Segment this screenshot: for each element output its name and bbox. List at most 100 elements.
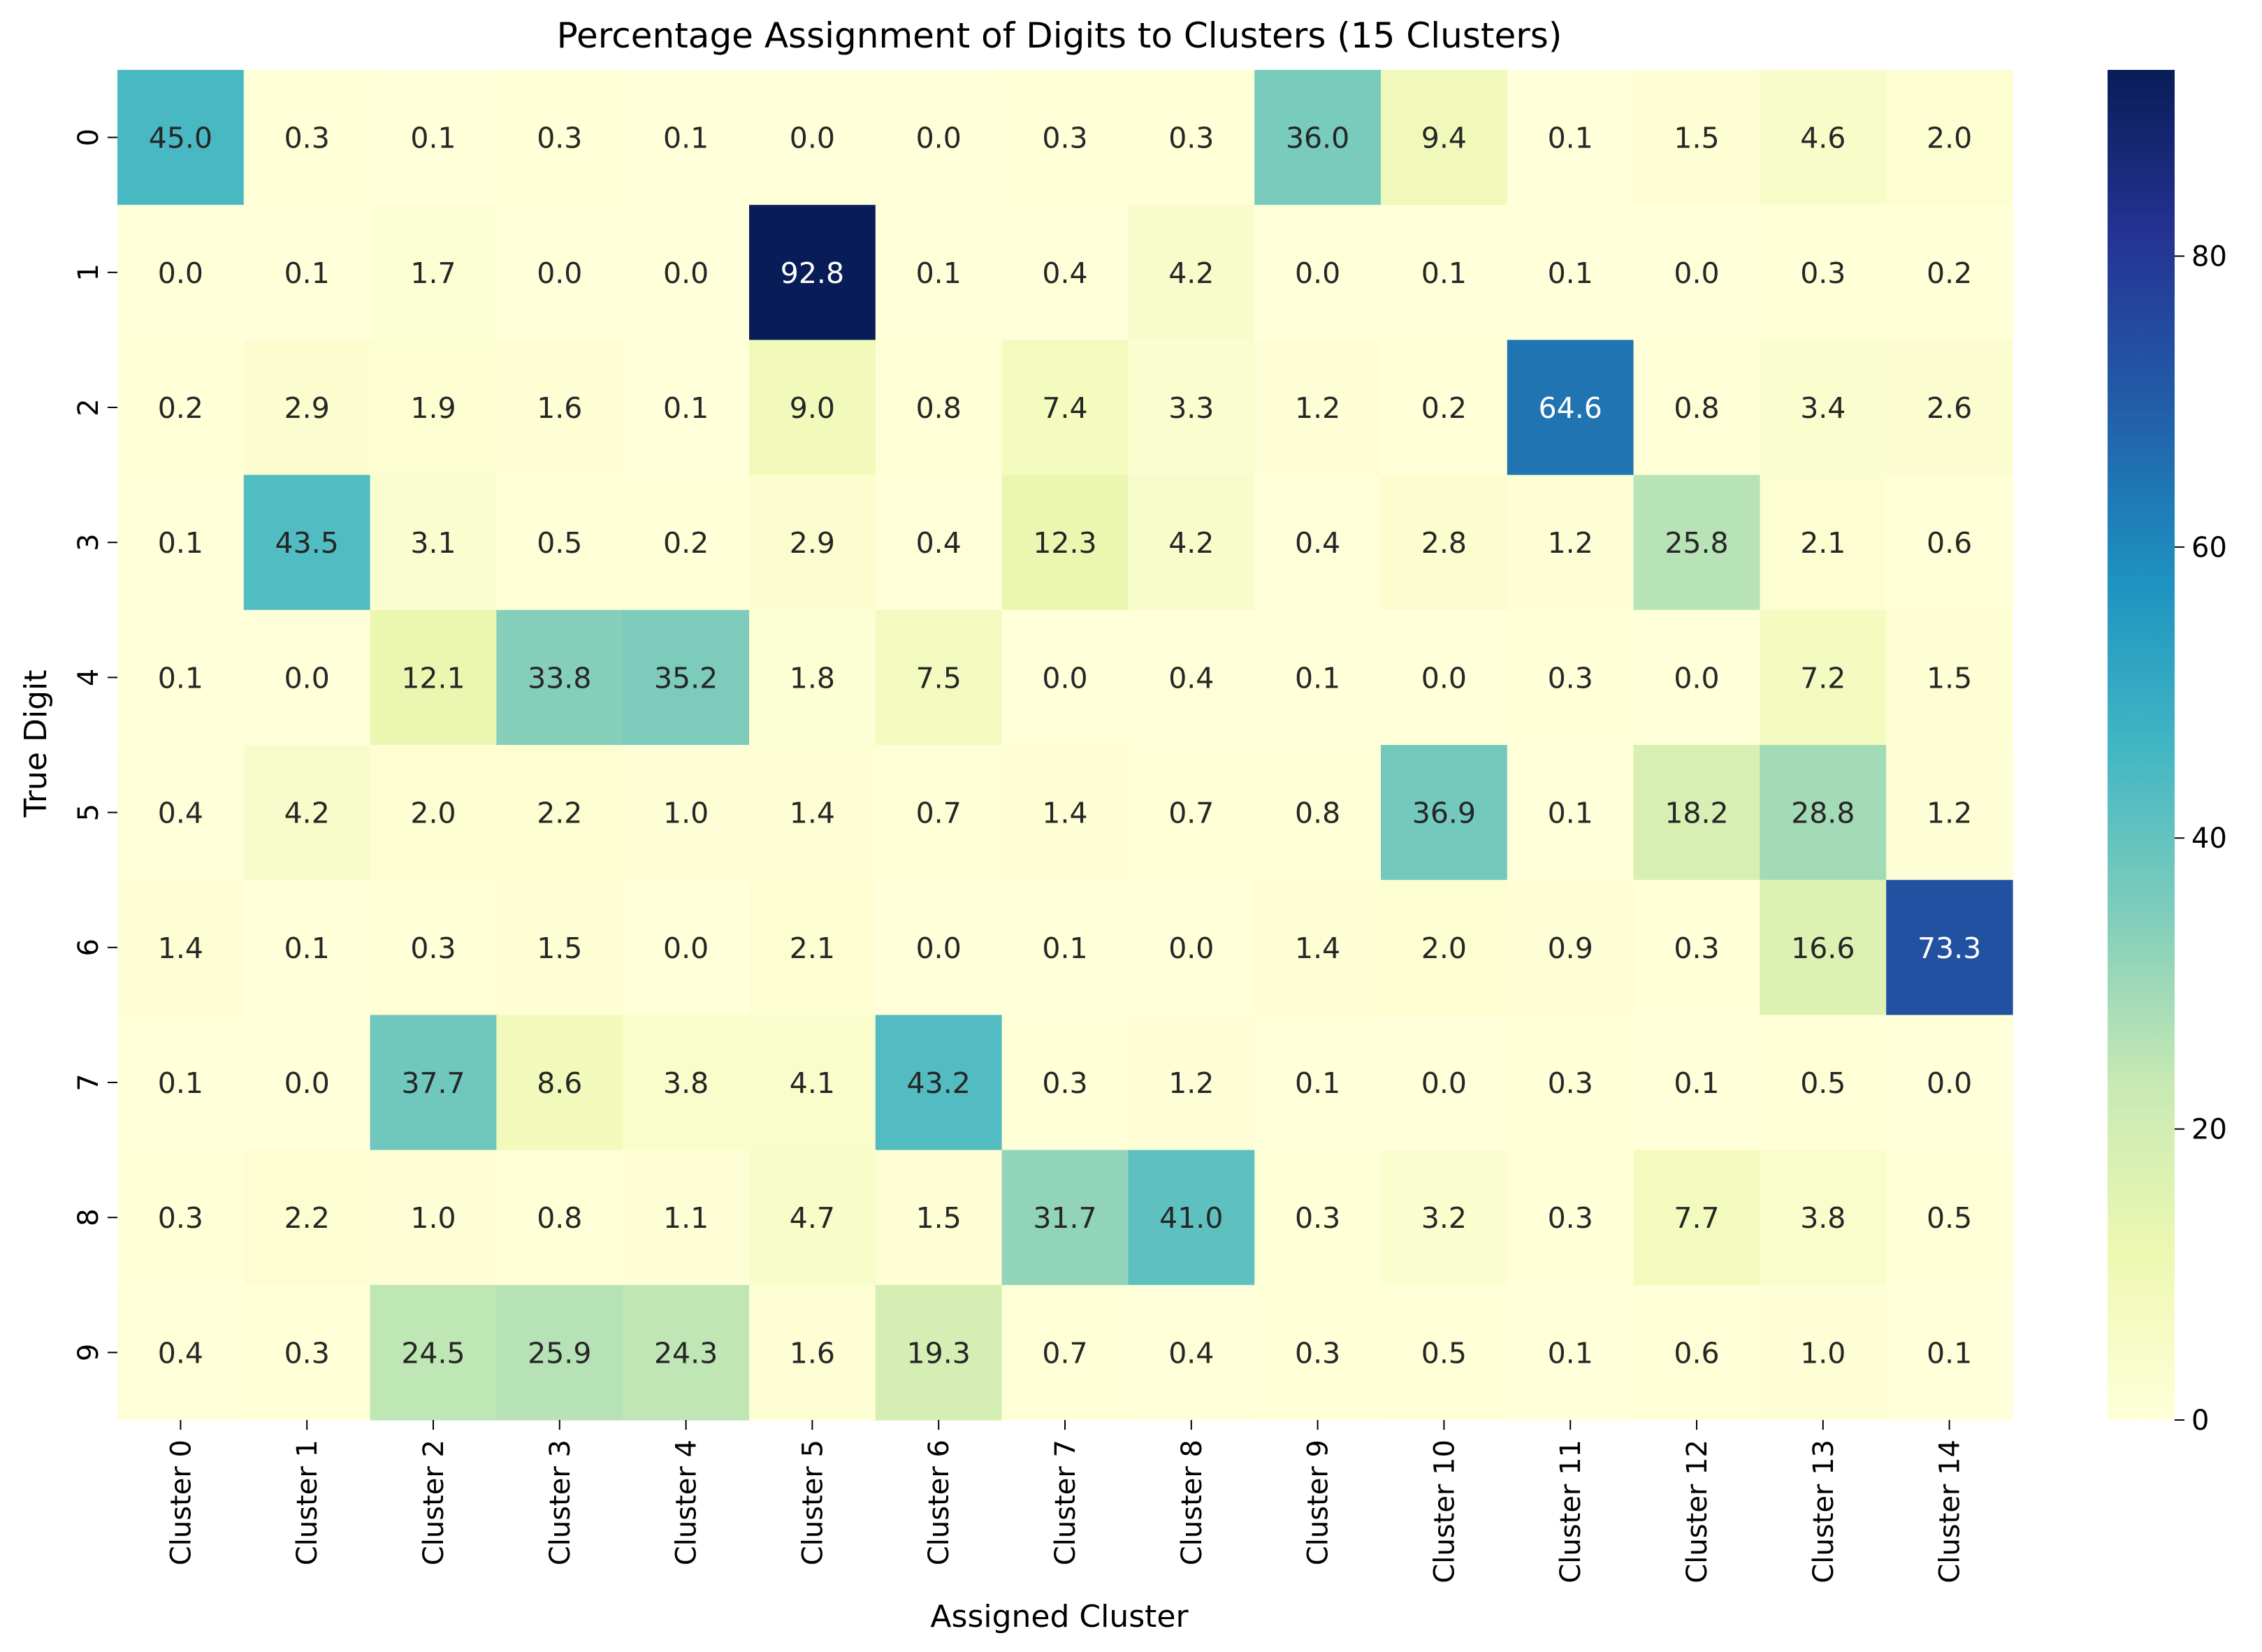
heatmap-cell [117, 880, 245, 1015]
cell-value-label: 0.5 [1927, 1201, 1972, 1235]
heatmap-cell [623, 1284, 750, 1421]
heatmap-cell [1507, 474, 1634, 611]
y-tick-label: 7 [73, 1073, 105, 1091]
cell-value-label: 0.0 [1927, 1066, 1972, 1100]
colorbar-tick-label: 80 [2191, 240, 2227, 273]
heatmap-cell [1633, 70, 1760, 205]
heatmap-cell [1254, 609, 1382, 746]
heatmap-cell [370, 70, 497, 205]
heatmap-cell [1760, 1284, 1887, 1421]
heatmap-cell [117, 1150, 245, 1286]
cell-value-label: 0.1 [663, 391, 709, 425]
cell-value-label: 3.4 [1800, 391, 1846, 425]
heatmap-cell [1507, 880, 1634, 1015]
heatmap-cell [1001, 1150, 1129, 1286]
cell-value-label: 0.8 [916, 391, 962, 425]
cell-value-label: 0.0 [1168, 932, 1214, 965]
cell-value-label: 4.6 [1800, 122, 1846, 155]
cell-value-label: 0.1 [1548, 256, 1593, 290]
x-tick-label: Cluster 0 [165, 1440, 197, 1565]
cell-value-label: 0.0 [537, 256, 582, 290]
cell-value-label: 0.2 [1421, 391, 1467, 425]
heatmap-cell [1254, 1150, 1382, 1286]
cell-value-label: 1.0 [663, 797, 709, 830]
cell-value-label: 0.1 [663, 122, 709, 155]
cell-value-label: 0.3 [1548, 1201, 1593, 1235]
cell-value-label: 0.3 [1295, 1201, 1340, 1235]
heatmap-cell [875, 609, 1003, 746]
heatmap-cell [117, 1284, 245, 1421]
heatmap-cell [370, 340, 497, 476]
cell-value-label: 0.1 [1674, 1066, 1719, 1100]
heatmap-cell [1886, 1015, 2013, 1151]
cell-value-label: 1.5 [1674, 122, 1719, 155]
cell-value-label: 9.4 [1421, 122, 1467, 155]
colorbar-tick-label: 0 [2191, 1405, 2209, 1437]
heatmap-cell [370, 1150, 497, 1286]
cell-value-label: 0.0 [790, 122, 835, 155]
cell-value-label: 0.3 [1168, 122, 1214, 155]
heatmap-cell [1633, 880, 1760, 1015]
cell-value-label: 7.4 [1042, 391, 1087, 425]
heatmap-cell [243, 474, 371, 611]
x-tick-label: Cluster 8 [1176, 1440, 1208, 1565]
heatmap-cell [243, 1015, 371, 1151]
heatmap-cell [1001, 70, 1129, 205]
cell-value-label: 35.2 [654, 661, 718, 695]
cell-value-label: 4.2 [1168, 526, 1214, 560]
heatmap-cell [1128, 1284, 1255, 1421]
heatmap-cell [1001, 205, 1129, 340]
heatmap-cell [370, 609, 497, 746]
cell-value-label: 0.4 [1042, 256, 1087, 290]
cell-value-label: 0.2 [1927, 256, 1972, 290]
heatmap-cell [117, 340, 245, 476]
cell-value-label: 0.0 [284, 661, 330, 695]
cell-value-label: 1.2 [1295, 391, 1340, 425]
x-tick-label: Cluster 12 [1681, 1440, 1713, 1584]
heatmap-cell [1128, 1015, 1255, 1151]
heatmap-cell [749, 745, 876, 881]
cell-value-label: 24.3 [654, 1336, 718, 1370]
cell-value-label: 0.0 [1295, 256, 1340, 290]
cell-value-label: 0.3 [1674, 932, 1719, 965]
heatmap-cell [623, 745, 750, 881]
heatmap-cell [370, 1015, 497, 1151]
heatmap-cell [1760, 205, 1887, 340]
x-tick-label: Cluster 13 [1808, 1440, 1840, 1584]
heatmap-cell [370, 880, 497, 1015]
heatmap-cell [1381, 340, 1508, 476]
cell-value-label: 12.3 [1033, 526, 1096, 560]
heatmap-cell [1001, 340, 1129, 476]
heatmap-cell [243, 880, 371, 1015]
cell-value-label: 1.1 [663, 1201, 709, 1235]
y-axis-ticks: 0 1 2 3 4 5 6 7 8 9 [73, 129, 117, 1361]
heatmap-cell [875, 745, 1003, 881]
heatmap-cell [370, 745, 497, 881]
cell-value-label: 37.7 [401, 1066, 465, 1100]
cell-value-label: 0.9 [1548, 932, 1593, 965]
heatmap-cell [1128, 1150, 1255, 1286]
heatmap-cell [1760, 745, 1887, 881]
cell-value-label: 2.8 [1421, 526, 1467, 560]
heatmap-cell [1128, 70, 1255, 205]
heatmap-cell [1001, 609, 1129, 746]
heatmap-cell [370, 474, 497, 611]
heatmap-cell [496, 70, 623, 205]
heatmap-cell [875, 340, 1003, 476]
cell-value-label: 4.7 [790, 1201, 835, 1235]
cell-value-label: 0.2 [158, 391, 203, 425]
cell-value-label: 0.3 [1548, 1066, 1593, 1100]
cell-value-label: 1.6 [537, 391, 582, 425]
heatmap-cell [496, 1015, 623, 1151]
cell-value-label: 0.4 [1168, 1336, 1214, 1370]
heatmap-cell [623, 1015, 750, 1151]
heatmap-cell [1254, 205, 1382, 340]
cell-value-label: 0.0 [1674, 256, 1719, 290]
heatmap-cell [1381, 1015, 1508, 1151]
cell-value-label: 0.3 [537, 122, 582, 155]
cell-value-label: 1.5 [916, 1201, 962, 1235]
heatmap-cell [243, 609, 371, 746]
cell-value-label: 0.4 [1295, 526, 1340, 560]
heatmap-cell [749, 474, 876, 611]
cell-value-label: 0.0 [1674, 661, 1719, 695]
